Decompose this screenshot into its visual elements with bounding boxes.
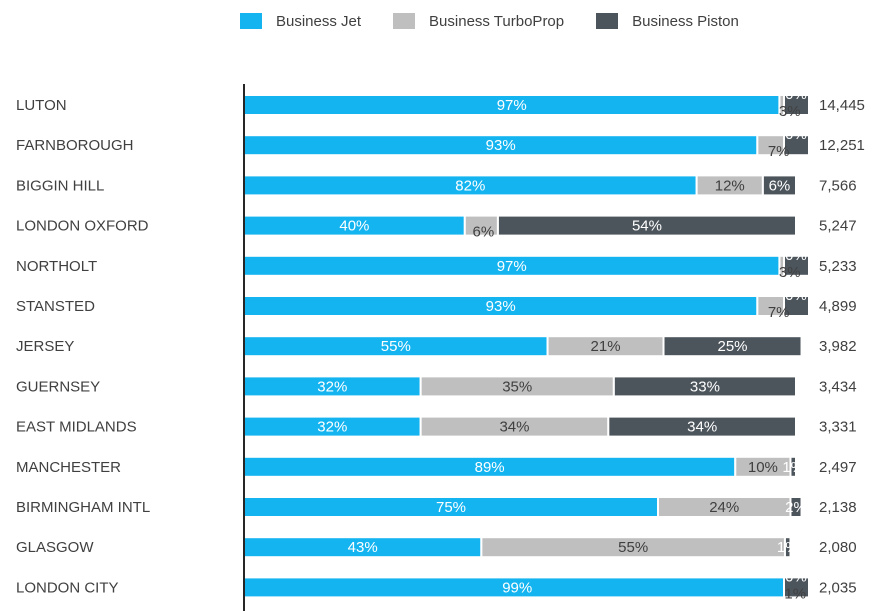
data-label-business-jet-biggin-hill: 82% — [455, 177, 485, 194]
category-label-stansted: STANSTED — [16, 298, 95, 315]
data-label-business-piston-farnborough: 0% — [785, 126, 807, 143]
bar-business-piston-birmingham-intl — [789, 496, 803, 518]
data-label-business-piston-manchester: 1% — [782, 459, 804, 476]
bar-business-piston-biggin-hill — [761, 174, 798, 197]
data-label-business-jet-london-oxford: 40% — [339, 218, 369, 235]
bar-business-piston-stansted — [783, 295, 810, 317]
data-label-business-jet-london-city: 99% — [502, 579, 532, 596]
data-label-business-piston-luton: 0% — [785, 86, 807, 103]
category-label-birmingham-intl: BIRMINGHAM INTL — [16, 499, 150, 516]
data-label-business-piston-guernsey: 33% — [690, 378, 720, 395]
bar-business-piston-farnborough — [783, 134, 810, 157]
total-label-london-oxford: 5,247 — [819, 218, 857, 235]
data-label-business-piston-stansted: 0% — [785, 287, 807, 304]
data-label-business-turboprop-london-oxford: 6% — [473, 224, 495, 241]
data-label-business-turboprop-birmingham-intl: 24% — [709, 499, 739, 516]
data-label-business-turboprop-farnborough: 7% — [768, 143, 790, 160]
data-label-business-jet-jersey: 55% — [381, 338, 411, 355]
data-label-business-piston-birmingham-intl: 2% — [785, 499, 807, 516]
legend-swatch-business-jet — [240, 13, 262, 29]
legend-swatch-business-piston — [596, 13, 619, 29]
data-label-business-piston-london-oxford: 54% — [632, 218, 662, 235]
bar-business-piston-northolt — [783, 254, 810, 277]
legend-item-business-piston: Business Piston — [596, 13, 739, 30]
data-label-business-turboprop-london-city: 1% — [784, 585, 806, 602]
data-label-business-turboprop-manchester: 10% — [748, 459, 778, 476]
data-label-business-turboprop-glasgow: 55% — [618, 539, 648, 556]
data-label-business-piston-biggin-hill: 6% — [769, 177, 791, 194]
data-label-business-jet-farnborough: 93% — [486, 137, 516, 154]
category-label-manchester: MANCHESTER — [16, 459, 121, 476]
bar-business-piston-luton — [783, 94, 810, 116]
legend-swatch-business-turboprop — [393, 13, 416, 29]
category-label-east-midlands: EAST MIDLANDS — [16, 419, 137, 436]
category-label-london-city: LONDON CITY — [16, 579, 119, 596]
total-label-farnborough: 12,251 — [819, 137, 865, 154]
total-label-luton: 14,445 — [819, 97, 865, 114]
data-label-business-turboprop-luton: 3% — [779, 103, 801, 120]
legend: Business Jet Business TurboProp Business… — [240, 10, 771, 32]
bar-business-piston-london-oxford — [496, 214, 797, 237]
data-label-business-jet-birmingham-intl: 75% — [436, 499, 466, 516]
data-label-business-turboprop-northolt: 3% — [779, 264, 801, 281]
bar-business-piston-east-midlands — [607, 415, 797, 438]
data-label-business-jet-guernsey: 32% — [317, 378, 347, 395]
data-label-business-turboprop-stansted: 7% — [768, 304, 790, 321]
legend-item-business-turboprop: Business TurboProp — [393, 13, 564, 30]
legend-label-business-jet: Business Jet — [276, 12, 362, 30]
legend-label-business-piston: Business Piston — [632, 12, 739, 30]
data-label-business-turboprop-biggin-hill: 12% — [715, 177, 745, 194]
legend-item-business-jet: Business Jet — [240, 13, 361, 30]
total-label-guernsey: 3,434 — [819, 378, 857, 395]
data-label-business-turboprop-jersey: 21% — [591, 338, 621, 355]
data-label-business-jet-stansted: 93% — [486, 298, 516, 315]
data-label-business-jet-manchester: 89% — [475, 459, 505, 476]
total-label-biggin-hill: 7,566 — [819, 177, 857, 194]
category-label-guernsey: GUERNSEY — [16, 378, 100, 395]
category-label-northolt: NORTHOLT — [16, 258, 97, 275]
category-label-farnborough: FARNBOROUGH — [16, 137, 134, 154]
total-label-glasgow: 2,080 — [819, 539, 857, 556]
bar-business-piston-london-city — [783, 576, 810, 599]
data-label-business-turboprop-guernsey: 35% — [502, 378, 532, 395]
data-label-business-jet-east-midlands: 32% — [317, 419, 347, 436]
bar-business-piston-glasgow — [783, 536, 792, 559]
total-label-northolt: 5,233 — [819, 258, 857, 275]
total-label-manchester: 2,497 — [819, 459, 857, 476]
total-label-birmingham-intl: 2,138 — [819, 499, 857, 516]
data-label-business-jet-glasgow: 43% — [348, 539, 378, 556]
category-label-glasgow: GLASGOW — [16, 539, 94, 556]
data-label-business-turboprop-east-midlands: 34% — [499, 419, 529, 436]
data-label-business-jet-luton: 97% — [497, 97, 527, 114]
category-label-london-oxford: LONDON OXFORD — [16, 218, 149, 235]
data-label-business-piston-northolt: 0% — [785, 247, 807, 264]
data-label-business-piston-jersey: 25% — [718, 338, 748, 355]
category-label-jersey: JERSEY — [16, 338, 74, 355]
category-label-luton: LUTON — [16, 97, 67, 114]
data-label-business-jet-northolt: 97% — [497, 258, 527, 275]
total-label-stansted: 4,899 — [819, 298, 857, 315]
bar-business-piston-manchester — [789, 455, 797, 478]
bar-business-piston-jersey — [662, 335, 803, 358]
total-label-east-midlands: 3,331 — [819, 419, 857, 436]
total-label-jersey: 3,982 — [819, 338, 857, 355]
category-label-biggin-hill: BIGGIN HILL — [16, 177, 104, 194]
legend-label-business-turboprop: Business TurboProp — [429, 12, 565, 30]
data-label-business-piston-east-midlands: 34% — [687, 419, 717, 436]
total-label-london-city: 2,035 — [819, 579, 857, 596]
data-label-business-piston-london-city: 0% — [785, 568, 807, 585]
bar-business-piston-guernsey — [612, 375, 798, 398]
data-label-business-piston-glasgow: 1% — [777, 539, 799, 556]
